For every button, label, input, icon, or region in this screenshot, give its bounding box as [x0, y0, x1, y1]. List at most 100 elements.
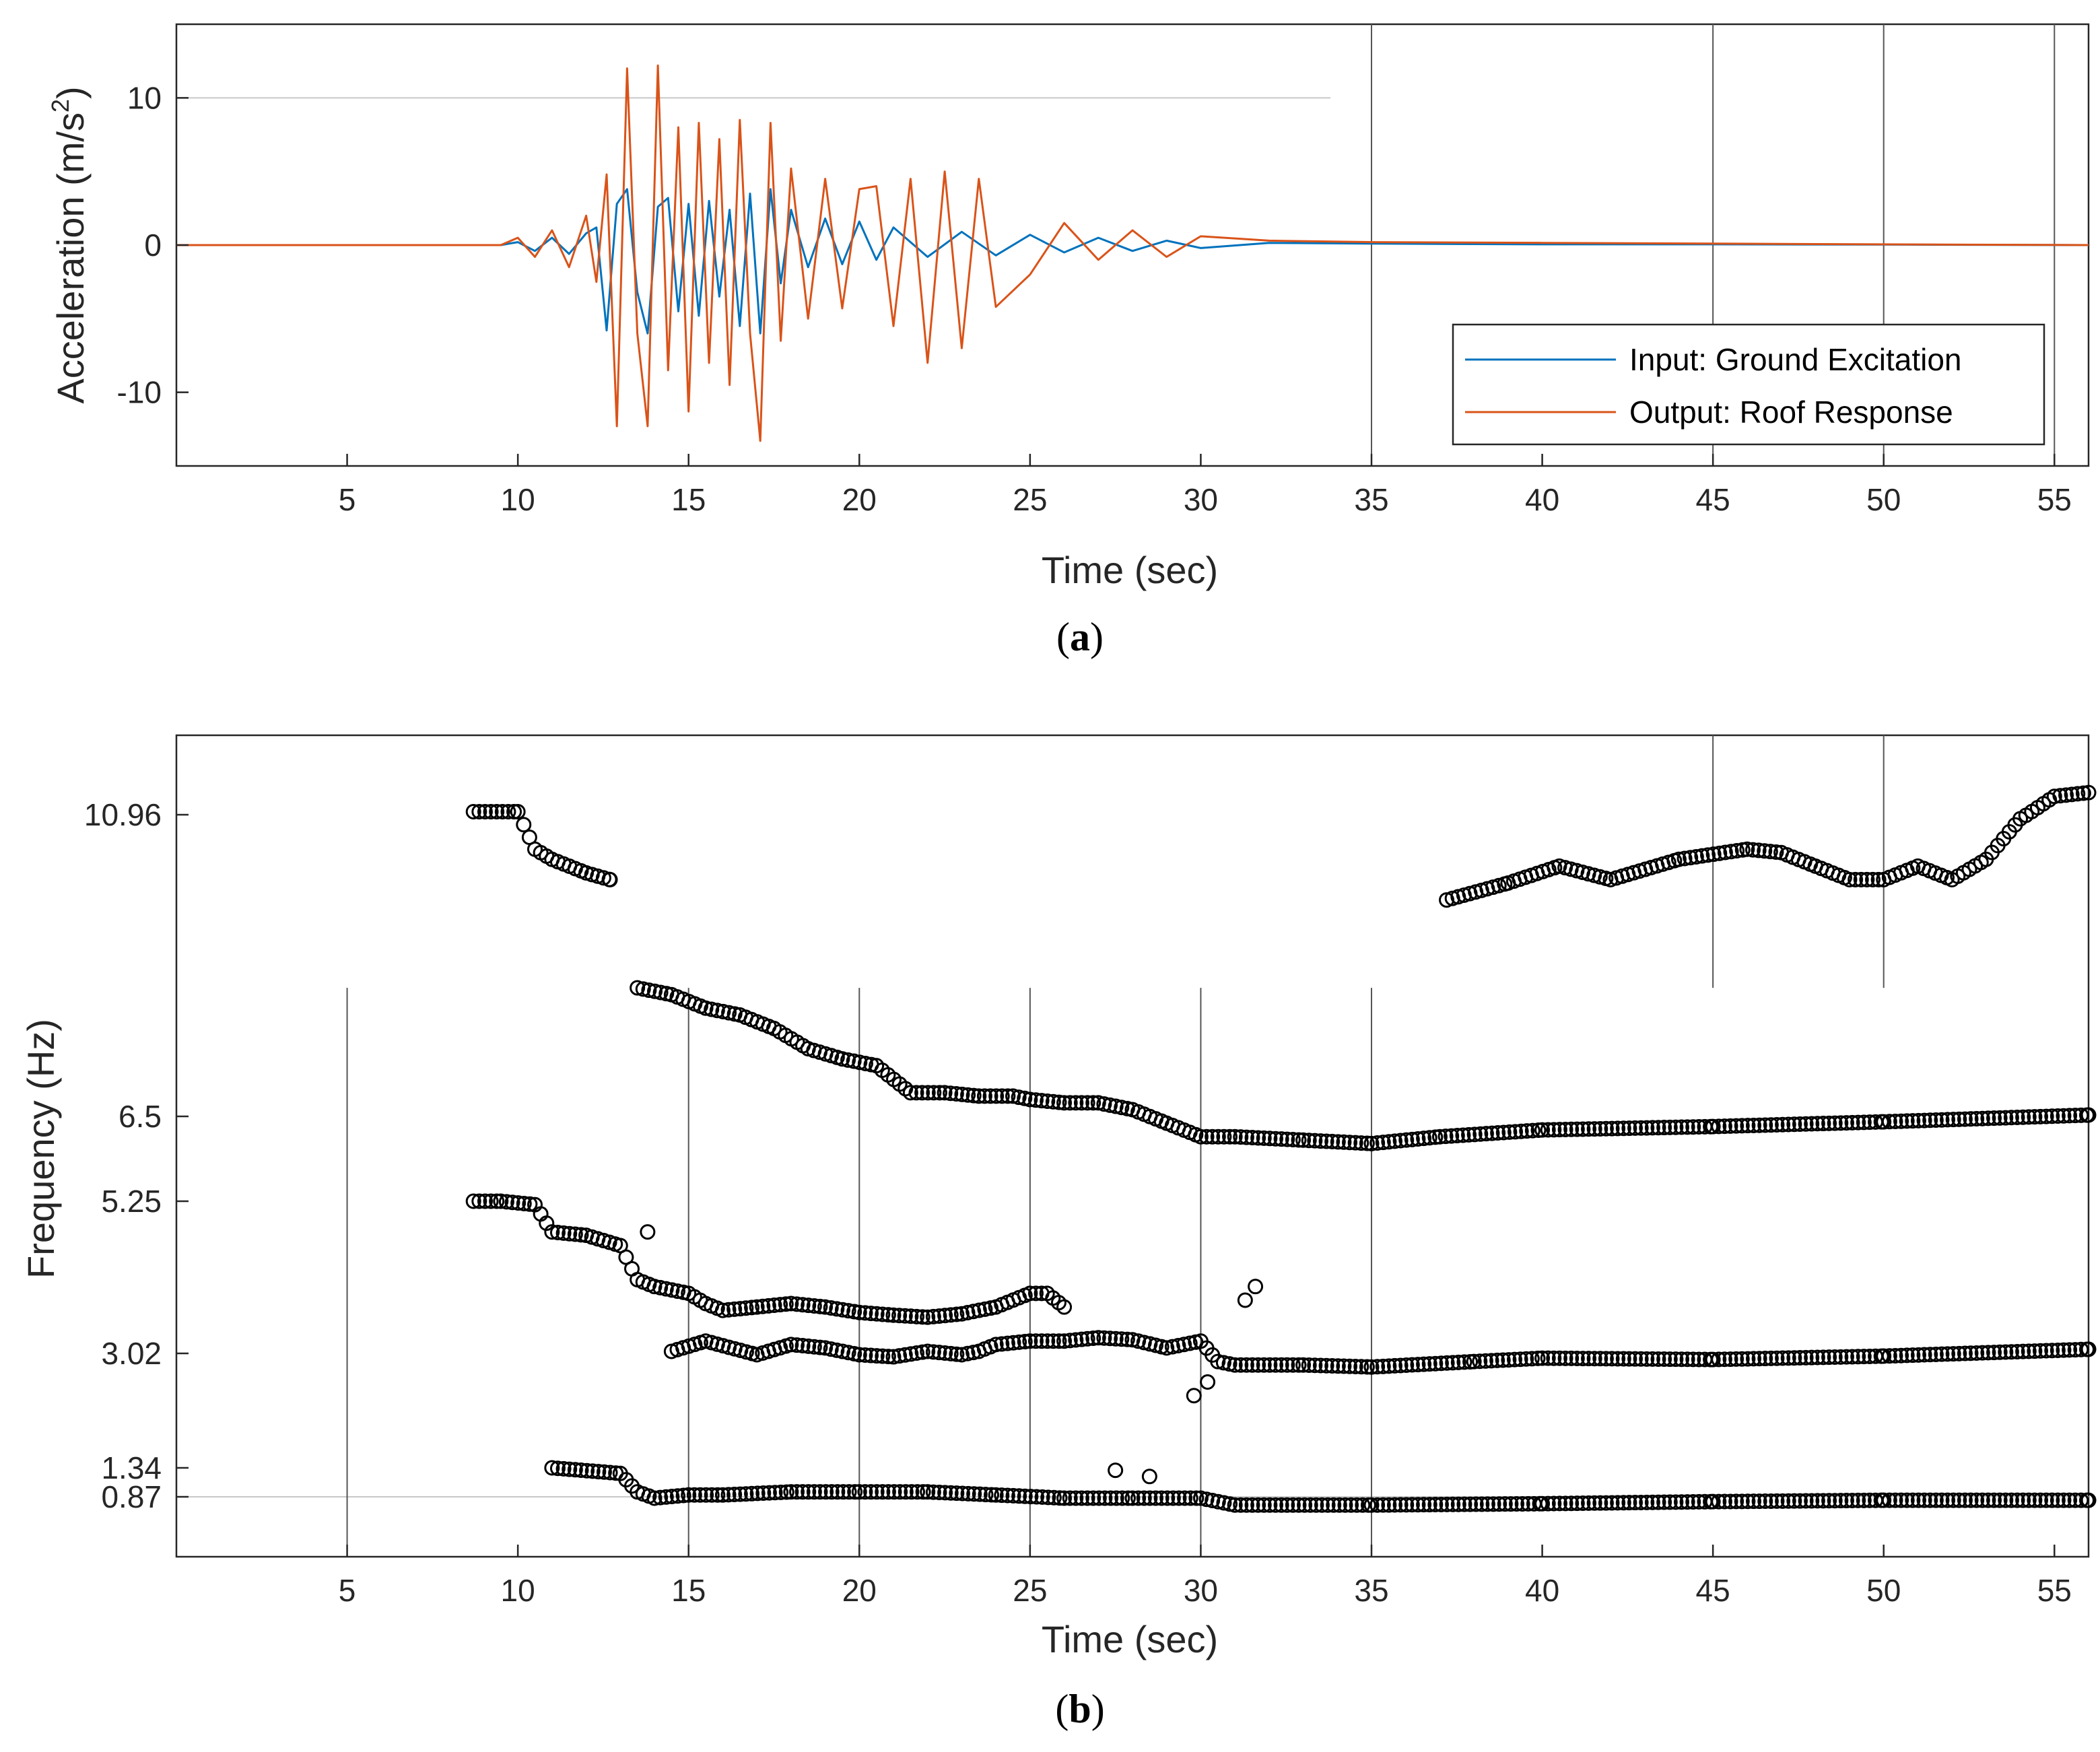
data-point	[1456, 1496, 1472, 1512]
data-point	[1221, 1356, 1238, 1372]
data-point	[720, 1302, 737, 1318]
data-point	[1633, 1351, 1649, 1367]
data-point	[1992, 1492, 2008, 1508]
data-point	[1034, 1093, 1050, 1109]
data-point	[710, 1487, 726, 1503]
data-point	[1011, 1488, 1027, 1504]
data-point	[555, 1225, 572, 1241]
data-point	[1068, 1490, 1084, 1506]
data-point	[1301, 1357, 1317, 1373]
data-point	[1427, 1355, 1444, 1372]
data-point	[851, 1347, 867, 1363]
data-point	[1598, 1495, 1614, 1511]
data-point	[1262, 1131, 1278, 1147]
data-point	[994, 1336, 1010, 1352]
data-point	[1662, 1119, 1678, 1135]
data-point	[817, 1299, 834, 1315]
data-point	[1992, 1110, 2008, 1126]
data-point	[1598, 1120, 1614, 1137]
data-point	[1722, 1351, 1738, 1368]
panel-a-y-axis-label: Acceleration (m/s2)	[46, 86, 92, 403]
data-point	[1775, 1493, 1791, 1509]
data-point	[1501, 1352, 1517, 1368]
data-point	[999, 1487, 1015, 1504]
data-point	[1375, 1358, 1391, 1374]
data-point	[1312, 1133, 1328, 1149]
data-point	[1068, 1332, 1084, 1348]
data-point	[544, 1460, 560, 1476]
data-point	[1267, 1357, 1283, 1373]
data-point	[1262, 1357, 1278, 1373]
data-point	[823, 1300, 839, 1316]
data-point	[2075, 785, 2091, 801]
data-point	[1662, 1494, 1678, 1510]
data-point	[1468, 1496, 1484, 1512]
data-point	[2032, 1492, 2048, 1508]
data-point	[794, 1297, 811, 1313]
data-point	[943, 1485, 959, 1501]
data-point	[1369, 1135, 1386, 1151]
data-point	[1668, 1351, 1684, 1368]
data-point	[1534, 1350, 1551, 1366]
data-point	[738, 1486, 754, 1502]
data-point	[806, 1339, 822, 1355]
data-point	[2080, 1492, 2097, 1508]
data-point	[2015, 1109, 2031, 1125]
data-point	[783, 1295, 799, 1312]
data-point	[652, 1279, 669, 1295]
data-point	[966, 1486, 982, 1502]
data-point	[1392, 1357, 1409, 1374]
data-point	[999, 1335, 1015, 1351]
data-point	[1147, 1490, 1163, 1506]
data-point	[1490, 1125, 1506, 1141]
data-point	[897, 1347, 913, 1363]
data-point	[1974, 1492, 1990, 1508]
data-point	[1017, 1334, 1033, 1350]
data-point	[788, 1296, 805, 1312]
data-point	[1491, 877, 1507, 894]
data-point	[1130, 1490, 1147, 1506]
data-point	[573, 1462, 589, 1478]
data-point	[1740, 1351, 1756, 1367]
data-point	[1945, 1112, 1961, 1128]
data-point	[1073, 1490, 1089, 1506]
data-point	[1722, 1493, 1738, 1510]
data-point	[1216, 1495, 1232, 1511]
data-point	[1381, 1497, 1397, 1513]
data-point	[1998, 1492, 2014, 1508]
data-point	[1427, 1497, 1444, 1513]
data-point	[549, 1460, 566, 1477]
data-point	[1027, 1333, 1044, 1349]
data-point	[1700, 847, 1716, 863]
data-point	[1256, 1497, 1272, 1513]
data-point	[1375, 1497, 1391, 1513]
data-point	[1639, 1120, 1655, 1136]
data-point	[1757, 1493, 1773, 1510]
data-point	[1386, 1497, 1402, 1513]
data-point	[1569, 1495, 1585, 1512]
data-point	[2073, 1107, 2089, 1123]
data-point	[1343, 1497, 1359, 1513]
data-point	[2021, 1492, 2037, 1508]
data-point	[1410, 1497, 1426, 1513]
data-point	[1215, 1355, 1231, 1371]
data-point	[783, 1337, 799, 1353]
data-point	[698, 1000, 714, 1016]
data-point	[1000, 1088, 1016, 1104]
data-point	[806, 1484, 822, 1500]
data-point	[1786, 1116, 1802, 1133]
data-point	[1489, 1352, 1505, 1368]
data-point	[1639, 1351, 1655, 1367]
data-point	[1905, 1492, 1921, 1508]
data-point	[880, 1349, 896, 1365]
data-point	[829, 1301, 845, 1317]
data-point	[1557, 1350, 1573, 1366]
data-point	[493, 1193, 509, 1209]
panel-a-legend: Input: Ground Excitation Output: Roof Re…	[1452, 323, 2045, 446]
data-point	[1685, 1351, 1701, 1368]
data-point	[2050, 1492, 2066, 1508]
data-point	[738, 1300, 754, 1316]
data-point	[1147, 1337, 1163, 1353]
x-tick-label: 10	[501, 482, 535, 517]
data-point	[953, 1306, 970, 1322]
